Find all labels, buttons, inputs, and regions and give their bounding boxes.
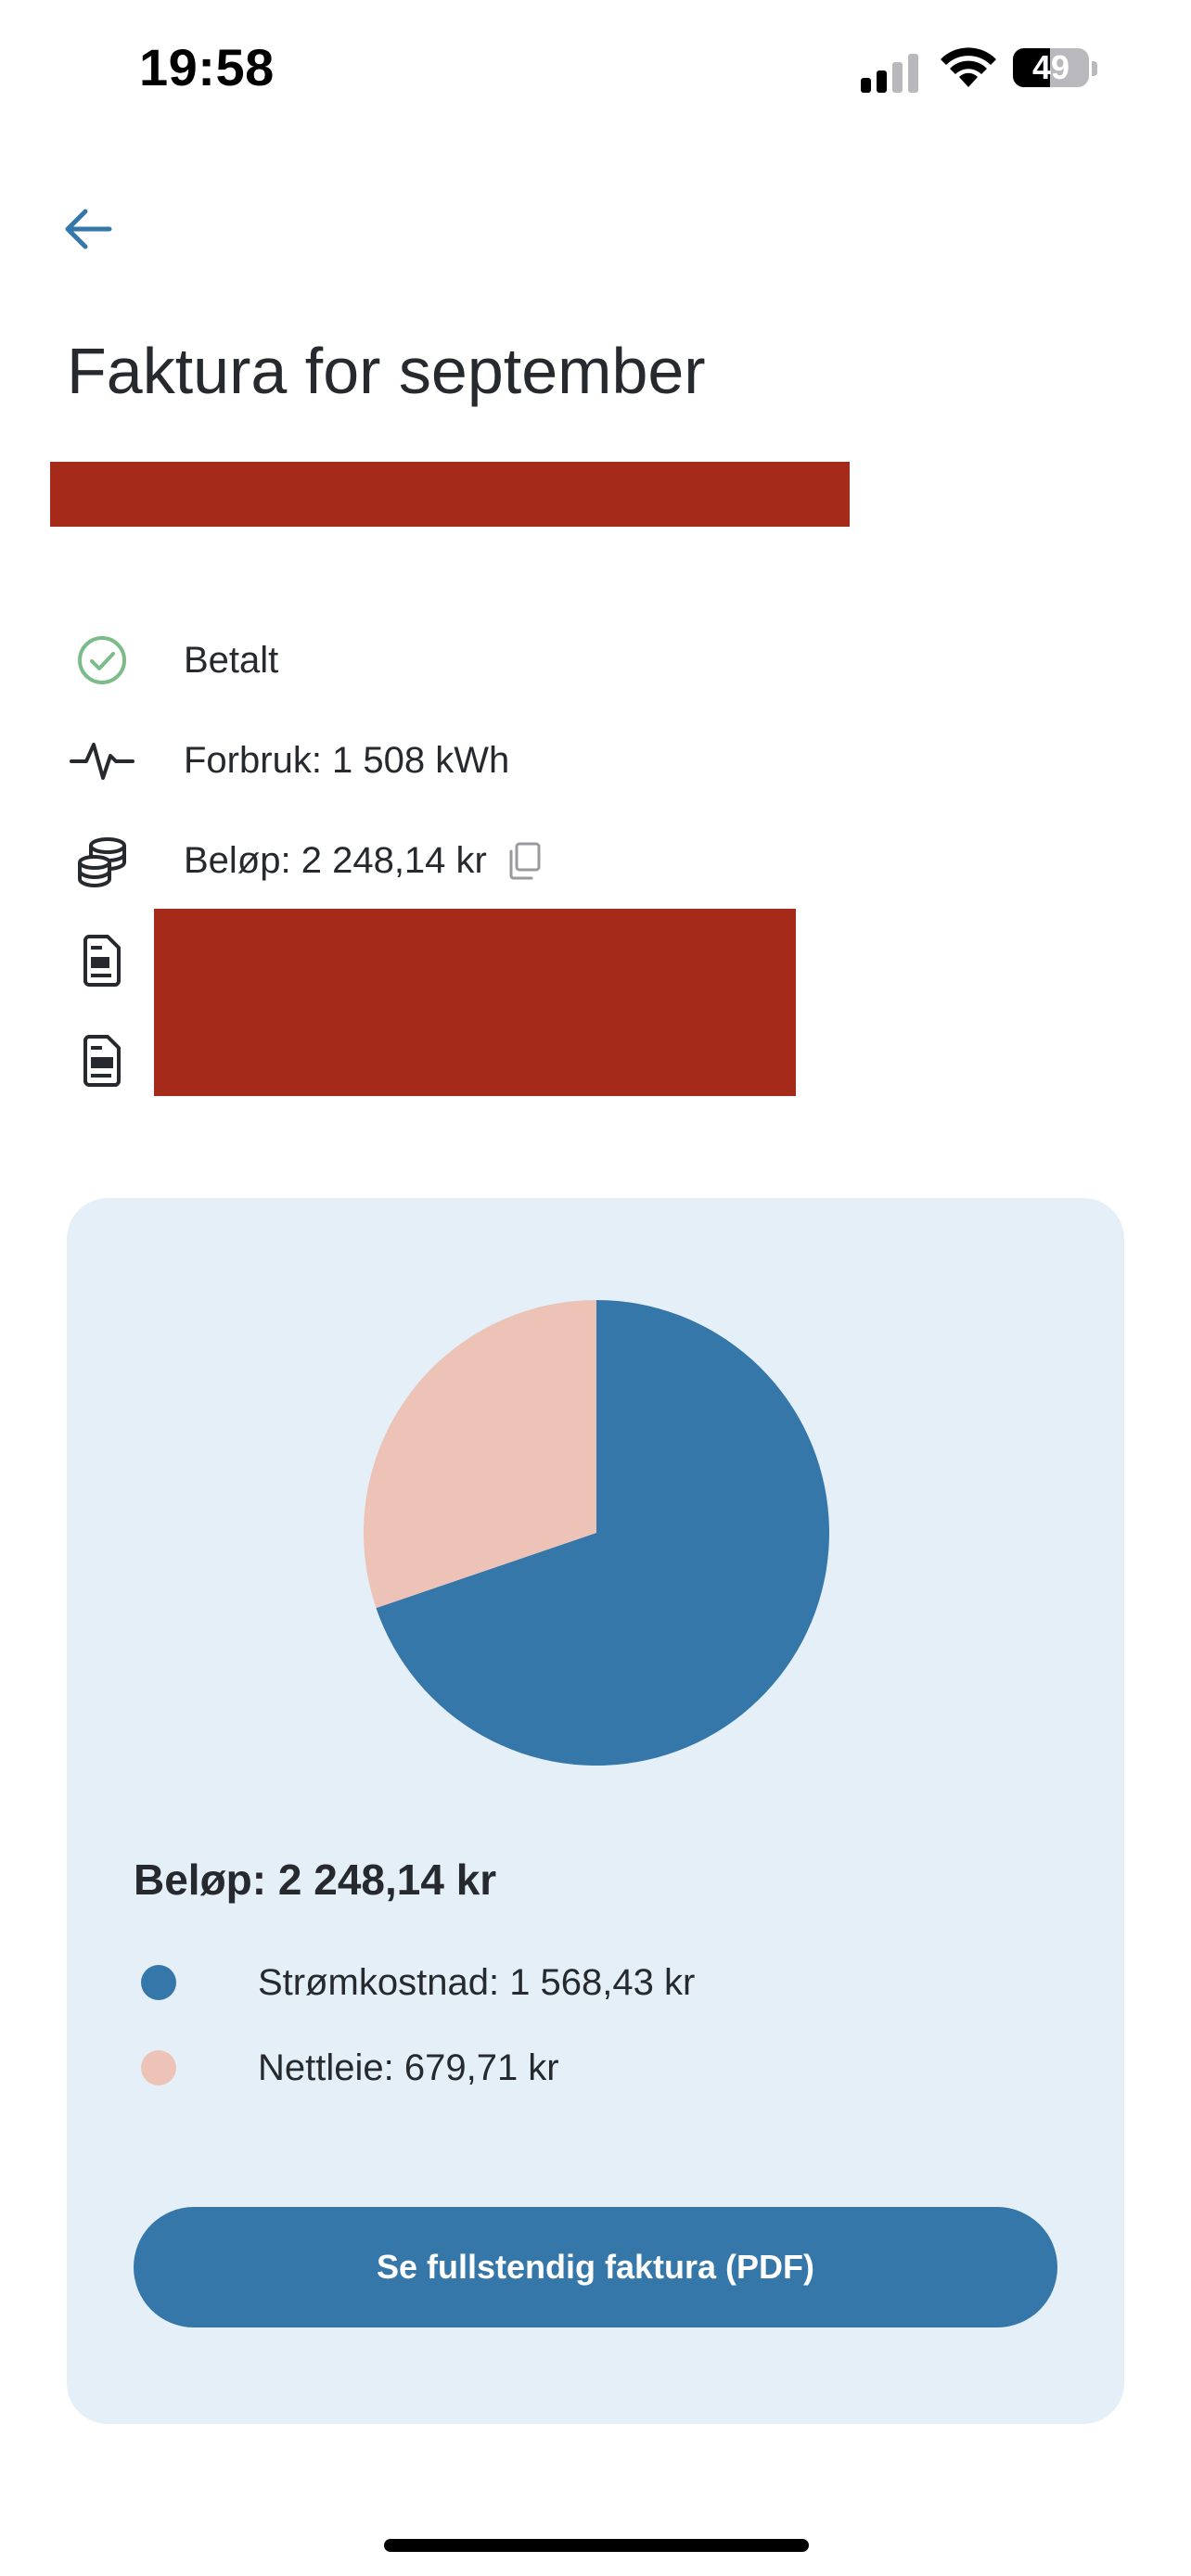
cost-pie-chart <box>364 1300 829 1766</box>
detail-row-status: Betalt <box>67 623 902 697</box>
view-full-invoice-pdf-button[interactable]: Se fullstendig faktura (PDF) <box>134 2207 1057 2327</box>
detail-row-document-2 <box>67 1024 902 1098</box>
wifi-icon <box>941 47 996 87</box>
legend-label: Strømkostnad: 1 568,43 kr <box>258 1961 696 2003</box>
detail-amount-label: Beløp: 2 248,14 kr <box>184 839 487 881</box>
battery-fill <box>1013 48 1051 87</box>
page-title: Faktura for september <box>67 335 706 407</box>
legend-item-power-cost: Strømkostnad: 1 568,43 kr <box>141 1955 695 2010</box>
total-amount: Beløp: 2 248,14 kr <box>134 1855 497 1904</box>
battery-body <box>1013 48 1089 87</box>
detail-row-amount: Beløp: 2 248,14 kr <box>67 823 902 898</box>
signal-bar <box>908 54 918 93</box>
document-icon <box>67 1026 137 1096</box>
pie-slice-1 <box>364 1300 596 1609</box>
signal-bar <box>892 62 903 93</box>
battery-icon: 49 <box>1013 46 1098 91</box>
pie-slice-0 <box>376 1300 829 1766</box>
redacted-block <box>50 462 850 527</box>
battery-level: 49 <box>1031 48 1070 86</box>
coins-icon <box>67 825 137 896</box>
activity-icon <box>67 725 137 796</box>
legend-dot <box>141 2050 176 2085</box>
detail-row-document-1 <box>67 924 902 998</box>
back-arrow-icon[interactable] <box>58 198 119 260</box>
legend-item-grid-rent: Nettleie: 679,71 kr <box>141 2040 559 2096</box>
redacted-block <box>154 909 796 1096</box>
legend-dot <box>141 1965 176 2000</box>
document-icon <box>67 925 137 996</box>
detail-row-consumption: Forbruk: 1 508 kWh <box>67 723 902 797</box>
check-circle-icon <box>67 625 137 695</box>
detail-amount-text: Beløp: 2 248,14 kr <box>184 840 544 882</box>
signal-bar <box>861 78 871 93</box>
detail-consumption-text: Forbruk: 1 508 kWh <box>184 739 510 781</box>
copy-icon[interactable] <box>504 840 544 881</box>
home-indicator <box>384 2539 809 2552</box>
battery-tip <box>1092 61 1097 76</box>
detail-status-text: Betalt <box>184 639 279 681</box>
signal-bar <box>877 70 887 93</box>
cellular-signal-icon <box>861 52 920 93</box>
legend-label: Nettleie: 679,71 kr <box>258 2047 559 2088</box>
status-time: 19:58 <box>139 38 275 96</box>
